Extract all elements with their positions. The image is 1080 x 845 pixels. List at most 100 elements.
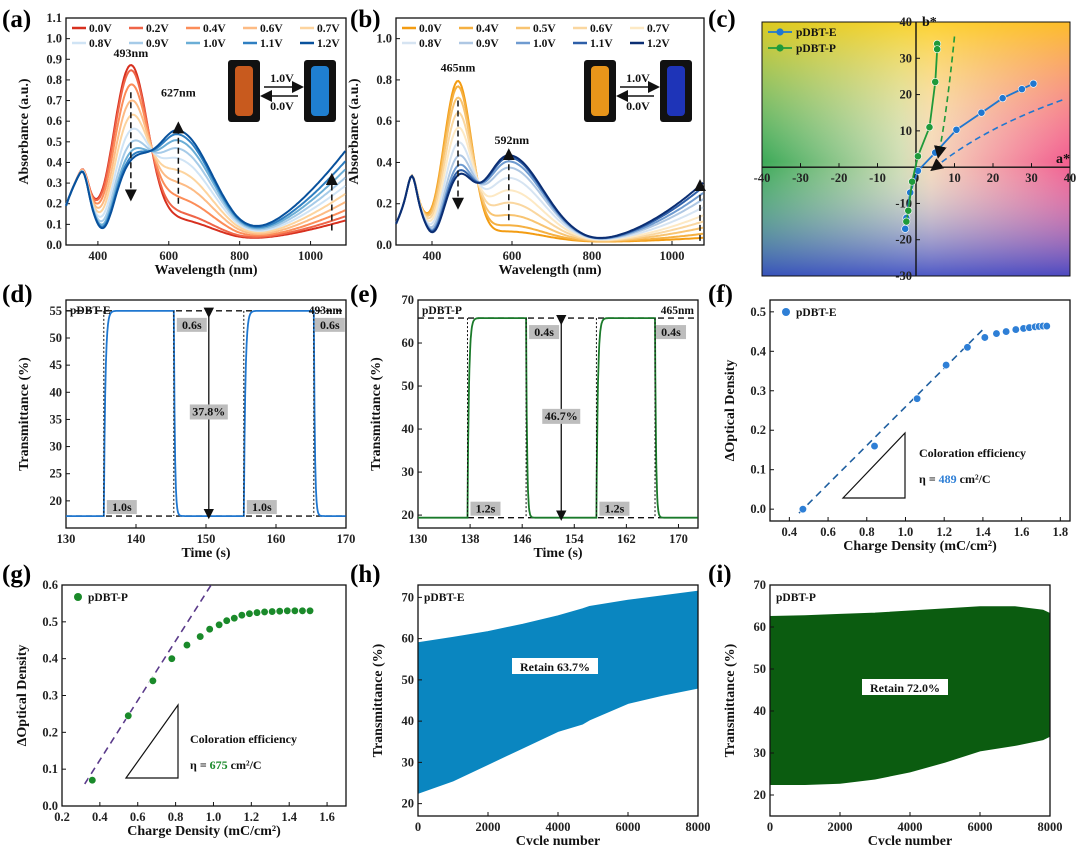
y-tick-label: 0.4 (42, 652, 58, 666)
y-tick-label: 0.9 (46, 52, 62, 66)
y-axis-label: Transmittance (%) (369, 357, 384, 471)
y-tick-label: 0.2 (750, 423, 766, 437)
retain-box (862, 679, 948, 695)
y-tick-label: 60 (402, 632, 415, 646)
legend-entry: 0.7V (317, 23, 340, 35)
chart-f-coloration-efficiency-pdbt-e: 0.4 0.6 0.8 1.0 1.2 1.4 1.6 1.8 0.0 0.1 0.2 0.3 0.4 0… (723, 299, 1071, 554)
annotation-eta: η = 489 cm²/C (919, 472, 991, 486)
chart-title: pDBT-P (422, 305, 462, 317)
b-tick-label: -20 (895, 233, 912, 247)
plot-frame (65, 17, 347, 246)
fall-time-label-box (176, 317, 207, 332)
y-axis-label: Absorbance (a.u.) (17, 78, 32, 185)
x-tick-label: 1.2 (936, 525, 952, 539)
annotation-eta: η = 675 cm²/C (190, 758, 262, 772)
legend-entry: 0.6V (590, 23, 613, 35)
legend-entry: 0.4V (476, 23, 499, 35)
y-tick-label: 0.4 (376, 155, 392, 169)
y-tick-label: 0.4 (750, 344, 766, 358)
x-axis-label: Cycle number (516, 834, 600, 845)
plot-frame (395, 17, 705, 246)
y-tick-label: 0.6 (46, 114, 62, 128)
plot-frame (417, 299, 699, 529)
legend-entry: 0.0V (89, 23, 112, 35)
chart-c-cie-color-space: -40 -30 -20 -10 0 10 20 30 40-30-20-1010203040a*… (754, 15, 1077, 283)
x-tick-label: 6000 (616, 820, 641, 834)
y-tick-label: 20 (754, 788, 767, 802)
y-tick-label: 0.3 (42, 689, 58, 703)
data-point (941, 360, 951, 370)
x-tick-label: 1.8 (1053, 525, 1069, 539)
contrast-label: 46.7% (545, 409, 578, 423)
rise-time-label-box (246, 500, 277, 515)
y-tick-label: 60 (402, 336, 415, 350)
fit-line (798, 327, 986, 514)
y-tick-label: 45 (50, 358, 63, 372)
spectrum-line (65, 127, 346, 232)
annotation-title: Coloration efficiency (190, 732, 297, 746)
x-tick-label: 1.0 (206, 810, 222, 824)
y-tick-label: 0.1 (46, 217, 62, 231)
rise-time-label-box (599, 501, 630, 516)
chart-h-cycling-pdbt-e: 0 2000 4000 6000 8000 20 30 40 50 60 70 Cycle numbe… (371, 584, 711, 845)
peak-label: 465nm (441, 61, 476, 75)
legend-entry: 0.5V (533, 23, 556, 35)
y-tick-label: 0.6 (42, 578, 58, 592)
data-point (1001, 327, 1011, 336)
inset-voltage-backward: 0.0V (626, 99, 650, 113)
cie-trace (905, 43, 939, 222)
rise-time-label: 1.2s (476, 502, 496, 516)
annotation-title: Coloration efficiency (919, 446, 1026, 460)
a-axis-label: a* (1056, 152, 1070, 167)
cie-point (977, 108, 986, 117)
y-tick-label: 1.0 (376, 32, 392, 46)
chart-d-switching-pdbt-e: 130 140 150 160 170 20 25 30 35 40 45 50 55 Time (s) T… (17, 299, 355, 561)
x-tick-label: 4000 (898, 820, 923, 834)
legend-entry: 0.9V (146, 38, 169, 50)
y-tick-label: 70 (402, 590, 415, 604)
spectrum-line (395, 154, 704, 240)
data-point (305, 606, 315, 615)
spectrum-line (395, 96, 704, 242)
data-point (268, 607, 277, 616)
retain-label: Retain 72.0% (870, 681, 940, 695)
data-point (124, 711, 133, 720)
x-tick-label: 0 (415, 820, 421, 834)
y-tick-label: 0.3 (46, 176, 62, 190)
data-point (283, 606, 292, 615)
data-point (1011, 325, 1020, 334)
x-tick-label: 600 (503, 249, 522, 263)
cie-point (952, 125, 961, 134)
legend-entry: 1.2V (317, 38, 340, 50)
spectrum-line (65, 83, 346, 237)
y-tick-label: 0.0 (376, 238, 392, 252)
panel-label-h: (h) (350, 561, 381, 588)
legend-entry: pDBT-E (796, 307, 837, 319)
x-tick-label: 8000 (1038, 820, 1063, 834)
data-point (252, 608, 262, 617)
x-tick-label: 1.6 (319, 810, 335, 824)
spectrum-line (65, 129, 347, 230)
vial-colored (591, 66, 609, 116)
plot-frame (769, 299, 1071, 522)
fall-time-label: 0.6s (320, 318, 340, 332)
x-tick-label: 1.0 (898, 525, 914, 539)
legend-entry: pDBT-P (796, 43, 836, 55)
x-axis-label: Wavelength (nm) (154, 263, 257, 278)
legend-entry: pDBT-E (796, 27, 837, 39)
spectrum-line (65, 99, 346, 235)
retain-box (512, 658, 598, 674)
a-tick-label: 40 (1064, 171, 1077, 185)
b-tick-label: 30 (900, 51, 913, 65)
panel-label-e: (e) (350, 281, 378, 308)
cie-point (902, 217, 911, 226)
x-tick-label: 1000 (298, 249, 323, 263)
x-tick-label: 2000 (828, 820, 853, 834)
spectrum-line (395, 141, 704, 241)
data-point (230, 614, 239, 623)
data-point (963, 343, 972, 352)
x-tick-label: 162 (617, 532, 636, 546)
cie-point (908, 177, 917, 186)
data-point (88, 776, 97, 785)
